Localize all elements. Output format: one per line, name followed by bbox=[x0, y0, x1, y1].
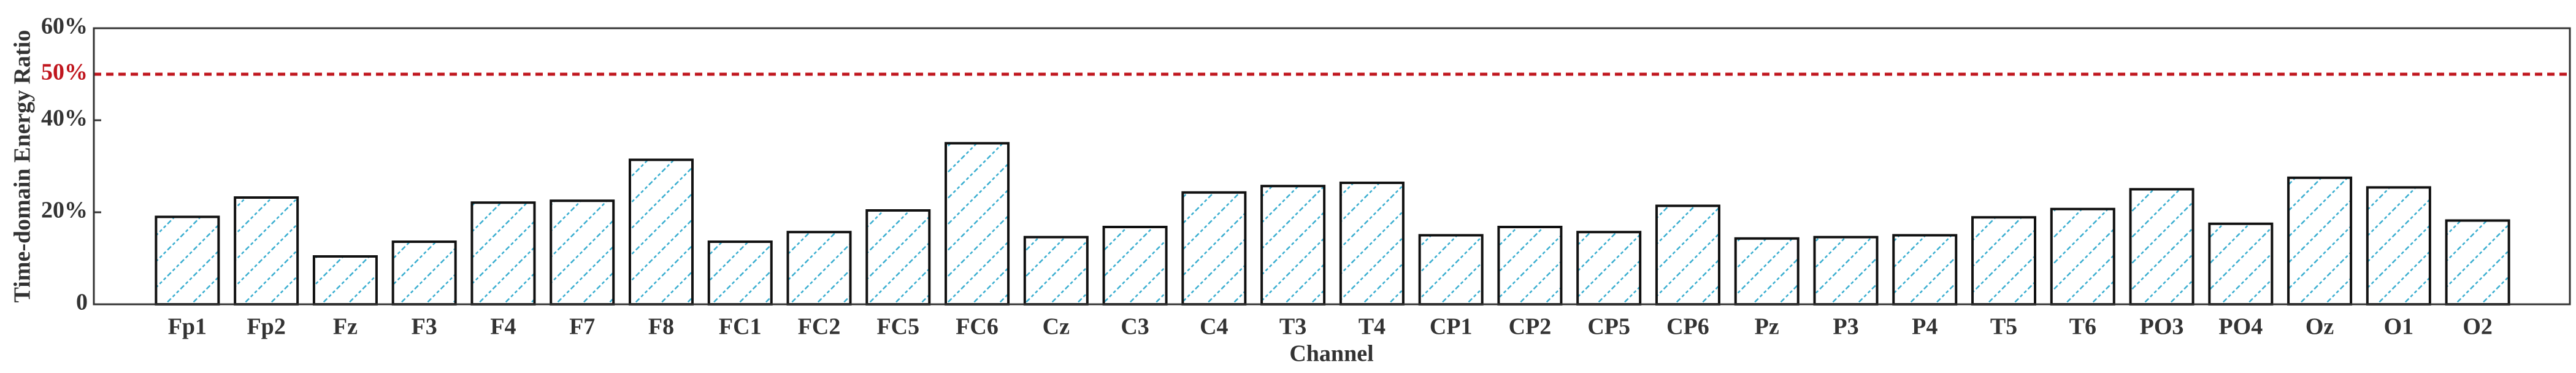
bar bbox=[707, 240, 773, 306]
bar bbox=[2445, 219, 2510, 306]
x-tick-label: T3 bbox=[1279, 314, 1306, 340]
bar bbox=[1497, 226, 1563, 306]
x-tick-label: T6 bbox=[2069, 314, 2096, 340]
y-axis-title: Time-domain Energy Ratio bbox=[10, 30, 36, 303]
bar bbox=[1734, 237, 1800, 306]
bar bbox=[1576, 231, 1642, 306]
reference-label: 50% bbox=[41, 60, 88, 85]
bar bbox=[628, 158, 694, 306]
x-tick-label: Pz bbox=[1755, 314, 1779, 340]
bar bbox=[234, 196, 299, 306]
bar bbox=[865, 209, 931, 306]
x-tick-label: CP1 bbox=[1430, 314, 1473, 340]
bar bbox=[1339, 182, 1405, 306]
bar bbox=[1418, 234, 1484, 306]
bar bbox=[2366, 186, 2431, 306]
x-tick-label: CP2 bbox=[1509, 314, 1552, 340]
bar bbox=[155, 215, 220, 306]
x-tick-label: F4 bbox=[490, 314, 516, 340]
x-tick-label: PO3 bbox=[2140, 314, 2184, 340]
x-tick-label: FC1 bbox=[719, 314, 762, 340]
bar bbox=[1971, 216, 2037, 306]
bar bbox=[1813, 236, 1879, 306]
bar bbox=[2208, 222, 2274, 306]
x-tick-label: C3 bbox=[1121, 314, 1149, 340]
bar bbox=[1260, 185, 1326, 306]
x-tick-label: T5 bbox=[1990, 314, 2017, 340]
bar bbox=[550, 199, 615, 306]
y-tick-label: 60% bbox=[41, 13, 88, 39]
x-tick-label: CP6 bbox=[1666, 314, 1709, 340]
x-tick-label: P3 bbox=[1833, 314, 1858, 340]
bar bbox=[1023, 236, 1089, 306]
x-tick-label: O1 bbox=[2384, 314, 2414, 340]
x-tick-label: F3 bbox=[412, 314, 437, 340]
bar bbox=[786, 231, 852, 306]
bar bbox=[1892, 234, 1958, 306]
x-tick-label: T4 bbox=[1359, 314, 1386, 340]
x-tick-label: CP5 bbox=[1587, 314, 1630, 340]
x-tick-label: FC6 bbox=[956, 314, 999, 340]
x-tick-label: Fz bbox=[333, 314, 358, 340]
bar bbox=[2050, 207, 2115, 306]
y-tick-label: 0 bbox=[76, 290, 88, 315]
x-tick-label: Fp1 bbox=[168, 314, 207, 340]
bar bbox=[945, 142, 1010, 306]
x-axis-title: Channel bbox=[1289, 341, 1373, 367]
x-tick-label: Fp2 bbox=[247, 314, 285, 340]
x-tick-label: Oz bbox=[2306, 314, 2334, 340]
bar bbox=[1102, 226, 1168, 306]
x-tick-label: F7 bbox=[569, 314, 595, 340]
bar bbox=[2129, 188, 2195, 306]
x-tick-label: FC5 bbox=[876, 314, 919, 340]
bar bbox=[391, 240, 457, 306]
x-tick-label: O2 bbox=[2463, 314, 2493, 340]
bar bbox=[1655, 204, 1720, 306]
bar bbox=[2287, 176, 2353, 306]
x-tick-label: PO4 bbox=[2218, 314, 2263, 340]
x-tick-label: Cz bbox=[1043, 314, 1070, 340]
plot-frame bbox=[93, 27, 2571, 306]
x-tick-label: C4 bbox=[1200, 314, 1228, 340]
y-tick-label: 40% bbox=[41, 106, 88, 131]
bar bbox=[1181, 191, 1247, 306]
x-tick-label: F8 bbox=[648, 314, 674, 340]
y-tick-label: 20% bbox=[41, 198, 88, 223]
x-tick-label: P4 bbox=[1912, 314, 1938, 340]
bar bbox=[470, 201, 536, 306]
x-tick-label: FC2 bbox=[798, 314, 841, 340]
bar bbox=[312, 255, 378, 306]
